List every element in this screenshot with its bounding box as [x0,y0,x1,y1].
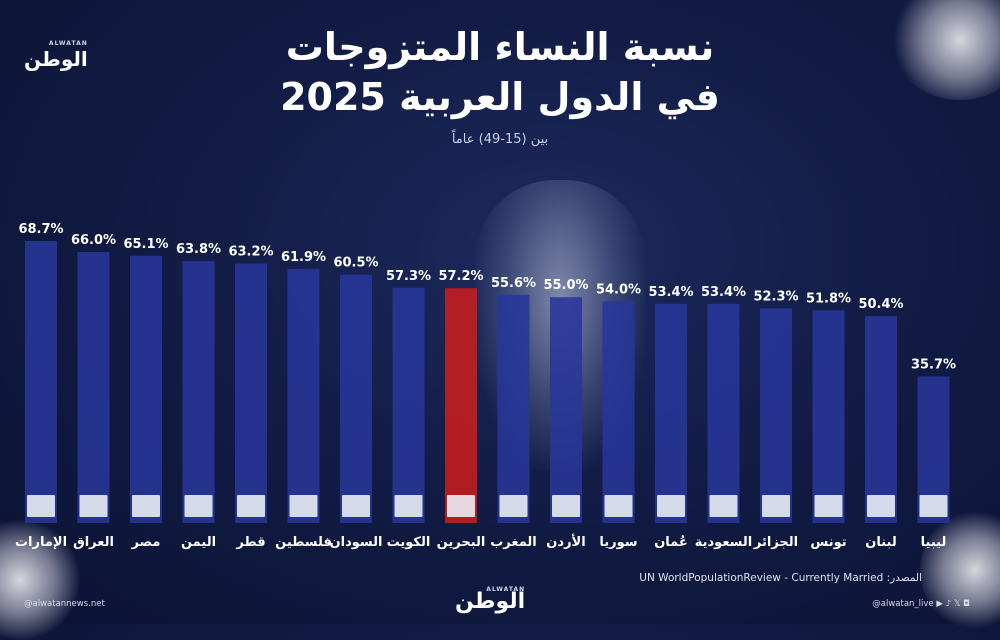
bar-value-label: 53.4% [648,285,693,300]
flag-icon [289,495,318,517]
category-label: الأردن [546,533,585,550]
bar-value-label: 68.7% [18,222,63,237]
bar-value-label: 65.1% [123,237,168,252]
flag-icon [342,495,370,517]
bar [182,261,215,523]
flag-icon [919,495,948,517]
footer-website[interactable]: @alwatannews.net [24,599,105,609]
bar [340,274,372,523]
flag-icon [79,495,108,517]
flag-icon [762,495,790,517]
bar-value-label: 63.2% [228,245,273,260]
bar-value-label: 60.5% [333,256,378,271]
bar [392,287,425,523]
social-handle[interactable]: @alwatan_live [872,599,934,609]
bar-value-label: 50.4% [858,297,903,312]
bar-value-label: 61.9% [281,250,326,265]
footer-logo-latin: ALWATAN [486,586,526,593]
category-label: عُمان [654,534,688,550]
social-icons[interactable]: ▶ ♪ 𝕏 ◘ [936,599,970,609]
category-label: سوريا [599,535,637,550]
category-label: المغرب [490,535,537,550]
bar [707,303,740,523]
brand-logo-latin: ALWATAN [48,40,88,47]
bar-value-label: 55.6% [491,276,536,291]
category-label: السودان [330,535,383,550]
flag-icon [552,495,580,517]
bar-value-label: 53.4% [701,285,746,300]
bar-value-label: 54.0% [596,282,641,297]
chart-subtitle: بين (15-49) عاماً [451,132,549,147]
flag-icon [709,495,738,517]
category-label: ليبيا [921,535,947,550]
footer-social[interactable]: @alwatan_live ▶ ♪ 𝕏 ◘ [872,599,970,609]
category-label: لبنان [865,535,896,550]
bar [445,288,477,523]
category-label: تونس [810,535,846,550]
flag-icon [447,495,475,517]
bar [865,316,897,523]
chart-title-line2: في الدول العربية 2025 [280,75,720,119]
bar-value-label: 51.8% [806,291,851,306]
bar [550,297,582,523]
bar-value-label: 35.7% [911,357,956,372]
footer-logo-name: الوطن [455,589,526,614]
flag-icon [132,495,160,517]
bar [130,255,162,524]
bar [760,308,792,523]
bar [602,301,635,523]
bar [25,241,57,523]
bar [235,263,267,523]
category-label: الجزائر [753,535,798,550]
flag-icon [814,495,843,517]
category-label: البحرين [437,535,486,550]
bar [655,303,687,523]
flag-icon [27,495,55,517]
category-label: العراق [73,535,114,550]
bar-value-label: 66.0% [71,233,116,248]
bar-chart: 68.7% الإمارات 66.0% العراق 65.1% مصر 63.8% الي… [15,222,956,550]
category-label: اليمن [181,535,216,550]
bar-value-label: 55.0% [543,278,588,293]
brand-logo: ALWATAN الوطن [24,40,88,71]
category-label: السعودية [695,535,753,550]
flag-icon [657,495,685,517]
flag-icon [867,495,895,517]
flag-icon [237,495,265,517]
brand-logo-name: الوطن [24,47,88,71]
bar-value-label: 57.2% [438,269,483,284]
flag-icon [394,495,423,517]
flag-icon [499,495,528,517]
bar-value-label: 57.3% [386,269,431,284]
category-label: الإمارات [15,535,67,550]
bar [812,310,845,523]
category-label: الكويت [387,535,431,550]
flower-decoration [920,510,1000,630]
chart-title-line1: نسبة النساء المتزوجات [285,25,715,69]
bar-value-label: 52.3% [753,289,798,304]
bar-value-label: 63.8% [176,242,221,257]
category-label: مصر [131,535,161,550]
chart-title: نسبة النساء المتزوجات في الدول العربية 2… [0,22,1000,122]
category-label: فلسطين [275,535,332,550]
bar [77,252,110,524]
flag-icon [604,495,633,517]
bar [287,268,320,523]
source-note: المصدر: UN WorldPopulationReview - Curre… [639,572,922,584]
footer-logo: ALWATAN الوطن [455,586,525,614]
flag-icon [184,495,213,517]
bar [497,294,530,523]
category-label: قطر [235,535,265,550]
